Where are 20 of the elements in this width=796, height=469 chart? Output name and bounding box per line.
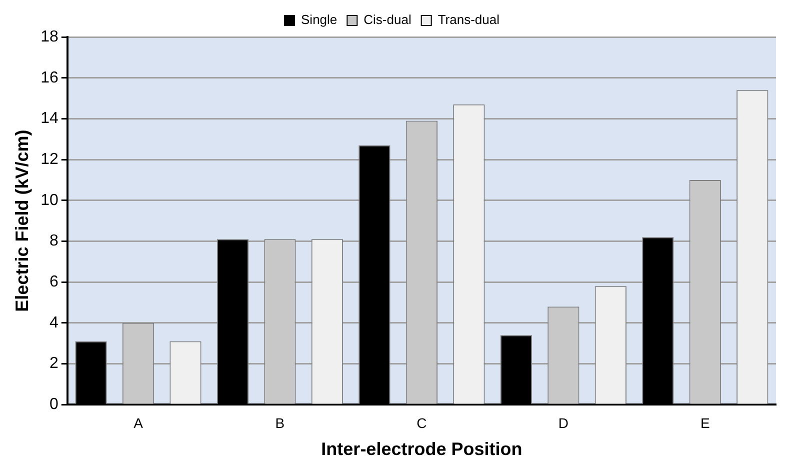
- y-tick-label: 6: [49, 273, 58, 290]
- y-tick-label: 8: [49, 232, 58, 250]
- y-tick-label: 10: [40, 192, 58, 209]
- y-axis-title: Electric Field (kV/cm): [12, 130, 32, 312]
- y-tick-label: 14: [40, 110, 58, 128]
- x-tick-label: E: [700, 414, 710, 431]
- legend-label: Trans-dual: [438, 12, 500, 28]
- y-tick-label: 16: [40, 69, 58, 86]
- legend-label: Cis-dual: [364, 12, 412, 28]
- y-tick-label: 12: [40, 150, 58, 168]
- x-tick-label: A: [134, 414, 144, 431]
- y-tick-label: 4: [49, 314, 58, 332]
- x-tick-label: B: [275, 414, 285, 431]
- y-tick-label: 0: [49, 396, 58, 414]
- y-tick-label: 2: [49, 355, 58, 372]
- y-tick-label: 18: [40, 28, 58, 46]
- legend-label: Single: [301, 12, 338, 28]
- x-tick-label: C: [416, 414, 427, 431]
- x-tick-label: D: [558, 414, 568, 431]
- x-axis-title: Inter-electrode Position: [321, 439, 522, 460]
